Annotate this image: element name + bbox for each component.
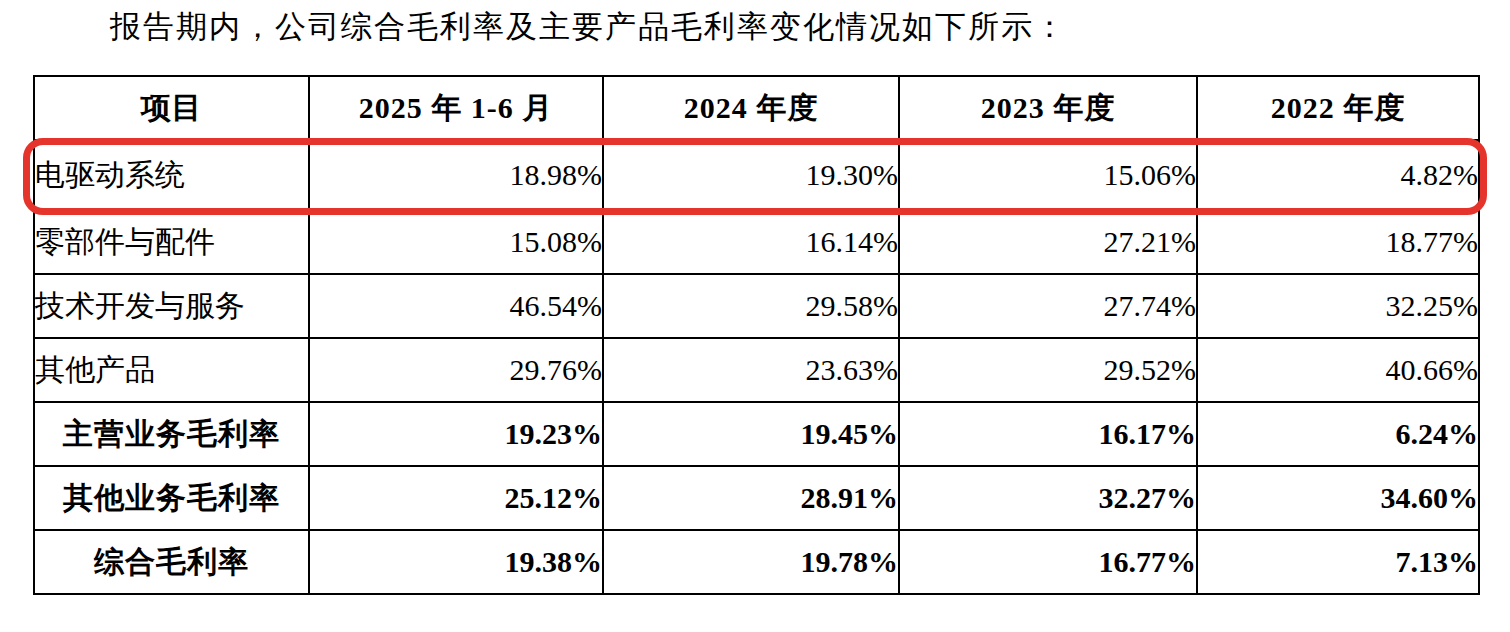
row-label: 其他业务毛利率 [34,466,309,530]
cell-value: 19.38% [309,530,603,594]
cell-value: 19.78% [603,530,899,594]
col-header-2025h1: 2025 年 1-6 月 [309,76,603,140]
col-header-2024: 2024 年度 [603,76,899,140]
intro-text: 报告期内，公司综合毛利率及主要产品毛利率变化情况如下所示： [110,6,1067,48]
cell-value: 18.77% [1197,210,1479,274]
cell-value: 7.13% [1197,530,1479,594]
col-header-2023: 2023 年度 [899,76,1197,140]
cell-value: 16.77% [899,530,1197,594]
table-row-main-business: 主营业务毛利率 19.23% 19.45% 16.17% 6.24% [34,402,1479,466]
cell-value: 29.76% [309,338,603,402]
table-row-tech-service: 技术开发与服务 46.54% 29.58% 27.74% 32.25% [34,274,1479,338]
cell-value: 16.14% [603,210,899,274]
cell-value: 15.08% [309,210,603,274]
cell-value: 40.66% [1197,338,1479,402]
cell-value: 28.91% [603,466,899,530]
row-label: 综合毛利率 [34,530,309,594]
cell-value: 29.58% [603,274,899,338]
cell-value: 19.23% [309,402,603,466]
table-header: 项目 2025 年 1-6 月 2024 年度 2023 年度 2022 年度 [34,76,1479,140]
row-label: 零部件与配件 [34,210,309,274]
cell-value: 34.60% [1197,466,1479,530]
gross-margin-table: 项目 2025 年 1-6 月 2024 年度 2023 年度 2022 年度 … [33,75,1480,595]
cell-value: 29.52% [899,338,1197,402]
cell-value: 16.17% [899,402,1197,466]
table-row-edrive: 电驱动系统 18.98% 19.30% 15.06% 4.82% [34,140,1479,210]
cell-value: 6.24% [1197,402,1479,466]
cell-value: 18.98% [309,140,603,210]
table-row-other-products: 其他产品 29.76% 23.63% 29.52% 40.66% [34,338,1479,402]
row-label: 技术开发与服务 [34,274,309,338]
cell-value: 32.27% [899,466,1197,530]
col-header-2022: 2022 年度 [1197,76,1479,140]
header-row: 项目 2025 年 1-6 月 2024 年度 2023 年度 2022 年度 [34,76,1479,140]
document-page: 报告期内，公司综合毛利率及主要产品毛利率变化情况如下所示： 项目 2025 年 … [0,0,1510,632]
col-header-item: 项目 [34,76,309,140]
cell-value: 4.82% [1197,140,1479,210]
table-row-other-business: 其他业务毛利率 25.12% 28.91% 32.27% 34.60% [34,466,1479,530]
cell-value: 27.74% [899,274,1197,338]
cell-value: 23.63% [603,338,899,402]
row-label: 其他产品 [34,338,309,402]
cell-value: 15.06% [899,140,1197,210]
cell-value: 27.21% [899,210,1197,274]
table-row-overall: 综合毛利率 19.38% 19.78% 16.77% 7.13% [34,530,1479,594]
table-row-parts: 零部件与配件 15.08% 16.14% 27.21% 18.77% [34,210,1479,274]
row-label: 主营业务毛利率 [34,402,309,466]
cell-value: 46.54% [309,274,603,338]
cell-value: 19.30% [603,140,899,210]
row-label: 电驱动系统 [34,140,309,210]
cell-value: 32.25% [1197,274,1479,338]
cell-value: 19.45% [603,402,899,466]
cell-value: 25.12% [309,466,603,530]
